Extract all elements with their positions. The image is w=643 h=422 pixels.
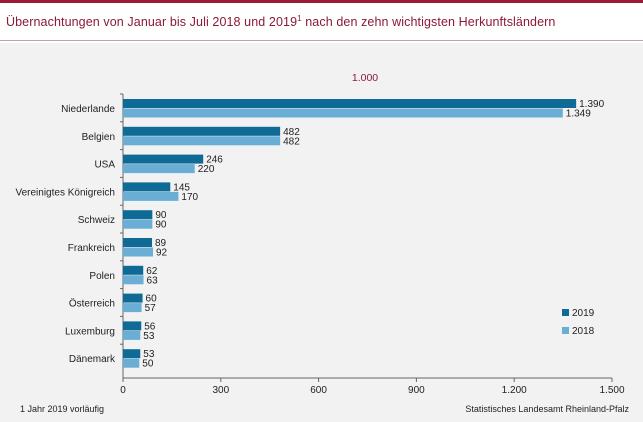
- category-label: Luxemburg: [65, 326, 115, 337]
- bar-2018: [123, 247, 153, 257]
- data-label-2019: 56: [144, 321, 156, 332]
- bar-2018: [123, 358, 140, 368]
- data-label-2019: 53: [143, 349, 155, 360]
- data-label-2018: 170: [181, 192, 198, 203]
- category-label: Österreich: [69, 298, 115, 310]
- top-rule: [0, 0, 643, 3]
- source-note: Statistisches Landesamt Rheinland-Pfalz: [465, 404, 629, 414]
- bar-2019: [123, 99, 577, 108]
- bar-2019: [123, 182, 171, 192]
- data-label-2018: 57: [145, 303, 157, 314]
- bar-2018: [123, 219, 153, 229]
- bar-2018: [123, 164, 195, 174]
- bar-2019: [123, 126, 281, 136]
- data-label-2018: 482: [283, 136, 300, 147]
- x-tick-label: 1.200: [502, 385, 527, 396]
- bar-2019: [123, 349, 141, 359]
- bar-2019: [123, 238, 153, 247]
- category-label: Polen: [89, 271, 115, 282]
- bar-2018: [123, 275, 144, 285]
- legend-label-2018: 2018: [572, 326, 595, 337]
- bar-2019: [123, 293, 143, 303]
- footnote: 1 Jahr 2019 vorläufig: [20, 404, 105, 414]
- data-label-2019: 89: [155, 238, 167, 249]
- data-label-2018: 92: [156, 248, 168, 259]
- bar-2018: [123, 136, 281, 146]
- data-label-2018: 1.349: [566, 109, 591, 120]
- x-tick-label: 900: [408, 385, 425, 396]
- category-label: Frankreich: [68, 243, 115, 254]
- bar-2018: [123, 191, 179, 201]
- category-label: Niederlande: [61, 104, 115, 115]
- data-label-2019: 62: [146, 266, 158, 277]
- legend-swatch-2019: [562, 309, 569, 316]
- x-tick-label: 300: [212, 385, 229, 396]
- x-tick-label: 1.500: [599, 385, 624, 396]
- data-label-2018: 220: [198, 164, 215, 175]
- legend-label-2019: 2019: [572, 308, 595, 319]
- data-label-2019: 60: [146, 294, 158, 305]
- x-tick-label: 600: [310, 385, 327, 396]
- category-label: Belgien: [82, 132, 115, 143]
- data-label-2019: 1.390: [579, 99, 604, 110]
- data-label-2019: 482: [283, 127, 300, 138]
- data-label-2018: 53: [143, 331, 155, 342]
- data-label-2018: 50: [142, 359, 154, 370]
- bar-2018: [123, 303, 142, 313]
- bar-2019: [123, 210, 153, 220]
- bar-2019: [123, 265, 144, 275]
- bar-2018: [123, 108, 563, 118]
- data-label-2019: 90: [155, 210, 167, 221]
- data-label-2018: 90: [155, 220, 167, 231]
- bar-2019: [123, 321, 142, 331]
- legend-swatch-2018: [562, 327, 569, 334]
- category-label: Vereinigtes Königreich: [15, 187, 115, 198]
- data-label-2018: 63: [147, 275, 159, 286]
- x-tick-label: 0: [120, 385, 126, 396]
- title-divider: [0, 40, 643, 41]
- category-label: USA: [94, 160, 115, 171]
- data-label-2019: 145: [173, 182, 190, 193]
- bar-2019: [123, 154, 204, 164]
- chart-title: Übernachtungen von Januar bis Juli 2018 …: [6, 14, 556, 30]
- category-label: Schweiz: [78, 215, 115, 226]
- unit-label: 1.000: [351, 72, 379, 84]
- category-label: Dänemark: [69, 354, 116, 365]
- bar-2018: [123, 330, 141, 340]
- data-label-2019: 246: [206, 155, 223, 166]
